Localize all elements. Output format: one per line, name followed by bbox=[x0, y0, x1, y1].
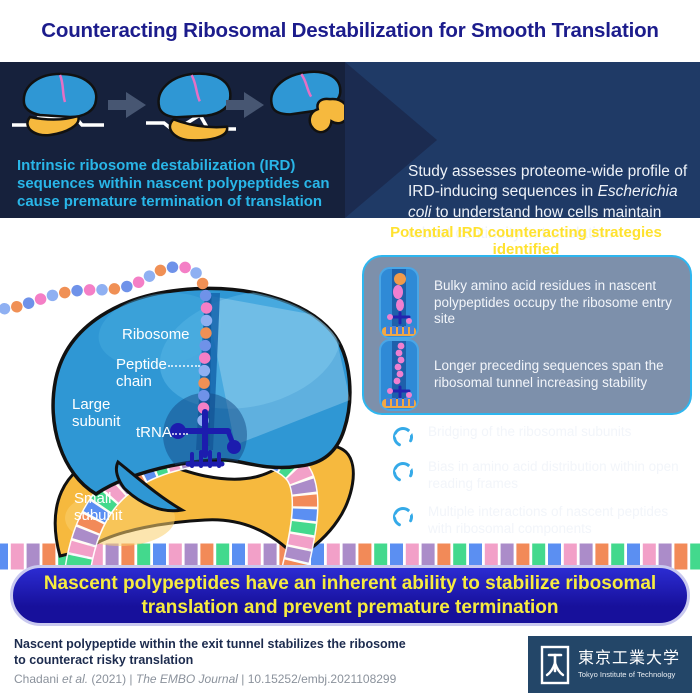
peptide-chain-beads bbox=[0, 261, 213, 428]
strategy-item-text: Longer preceding sequences span the ribo… bbox=[434, 358, 664, 390]
header: Counteracting Ribosomal Destabilization … bbox=[0, 0, 700, 62]
strategy-item-text: Bulky amino acid residues in nascent pol… bbox=[434, 277, 672, 327]
strategies-header: Potential IRD counteracting strategies i… bbox=[390, 224, 662, 258]
checkmark-icon bbox=[393, 461, 416, 482]
ird-problem-panel: Intrinsic ribosome destabilization (IRD)… bbox=[0, 62, 345, 218]
strategy-item: Bulky amino acid residues in nascent pol… bbox=[378, 267, 676, 339]
checklist-item: Multiple interactions of nascent peptide… bbox=[392, 504, 692, 538]
citation-line: Chadani et al. (2021) | The EMBO Journal… bbox=[14, 671, 397, 686]
chevron-divider bbox=[345, 62, 437, 218]
tokyo-tech-logo: 東京工業大学 Tokyo Institute of Technology bbox=[528, 636, 692, 693]
species-italic: Escherichia coli bbox=[408, 183, 678, 222]
ird-problem-text: Intrinsic ribosome destabilization (IRD)… bbox=[17, 157, 330, 210]
checklist-item: Bias in amino acid distribution within o… bbox=[392, 459, 692, 493]
leader-peptide-chain bbox=[168, 365, 200, 367]
bulky-residue-tunnel-icon bbox=[379, 267, 419, 339]
footer: Nascent polypeptide within the exit tunn… bbox=[0, 628, 700, 700]
label-large-subunit: Large subunit bbox=[72, 396, 121, 431]
citation-block: Nascent polypeptide within the exit tunn… bbox=[14, 636, 406, 686]
trna-icon bbox=[170, 409, 241, 468]
long-sequence-tunnel-icon bbox=[379, 339, 419, 411]
logo-en: Tokyo Institute of Technology bbox=[577, 669, 676, 679]
checklist-item: Bridging of the ribosomal subunits bbox=[392, 424, 692, 448]
leader-trna bbox=[172, 433, 188, 435]
label-trna: tRNA bbox=[136, 424, 172, 441]
label-peptide-chain: Peptide chain bbox=[116, 356, 167, 391]
label-mrna: mRNA bbox=[8, 528, 53, 545]
logo-jp: 東京工業大学 bbox=[577, 650, 680, 668]
page-title: Counteracting Ribosomal Destabilization … bbox=[41, 19, 659, 42]
logo-text: 東京工業大学 Tokyo Institute of Technology bbox=[578, 650, 680, 679]
strategy-item: Longer preceding sequences span the ribo… bbox=[378, 339, 676, 411]
ribosome-destabilization-stages-icon bbox=[12, 70, 344, 142]
label-small-subunit: Small subunit bbox=[74, 490, 123, 525]
checkmark-icon bbox=[393, 426, 416, 447]
tokyo-tech-mark-icon bbox=[540, 645, 570, 684]
study-summary-text: Study assesses proteome-wide profile of … bbox=[408, 162, 688, 242]
paper-title-line2: to counteract risky translation bbox=[14, 653, 194, 668]
label-ribosome: Ribosome bbox=[122, 326, 190, 343]
paper-title-line1: Nascent polypeptide within the exit tunn… bbox=[14, 637, 406, 651]
checklist-item-text: Bridging of the ribosomal subunits bbox=[428, 424, 632, 439]
conclusion-banner: Nascent polypeptides have an inherent ab… bbox=[10, 565, 690, 626]
top-band: Intrinsic ribosome destabilization (IRD)… bbox=[0, 62, 700, 242]
strategies-box: Bulky amino acid residues in nascent pol… bbox=[362, 255, 692, 415]
checklist: Bridging of the ribosomal subunits Bias … bbox=[392, 424, 692, 538]
conclusion-text: Nascent polypeptides have an inherent ab… bbox=[43, 572, 657, 618]
main-illustration-area: Ribosome Peptide chain Large subunit tRN… bbox=[0, 218, 700, 628]
checkmark-icon bbox=[393, 505, 416, 527]
checklist-item-text: Multiple interactions of nascent peptide… bbox=[428, 503, 669, 536]
checklist-item-text: Bias in amino acid distribution within o… bbox=[428, 459, 679, 491]
